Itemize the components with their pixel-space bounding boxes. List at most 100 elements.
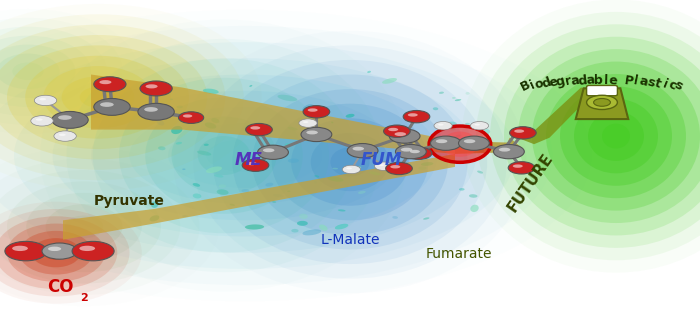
- Ellipse shape: [291, 229, 299, 233]
- Ellipse shape: [193, 45, 507, 279]
- Ellipse shape: [560, 87, 672, 186]
- Ellipse shape: [150, 215, 160, 221]
- Ellipse shape: [410, 150, 420, 153]
- Ellipse shape: [25, 56, 171, 139]
- Ellipse shape: [287, 191, 290, 192]
- Ellipse shape: [211, 118, 219, 123]
- Ellipse shape: [455, 99, 461, 101]
- Ellipse shape: [182, 168, 186, 170]
- Ellipse shape: [258, 145, 288, 159]
- Text: a: a: [570, 74, 580, 88]
- Ellipse shape: [288, 158, 299, 163]
- Ellipse shape: [178, 112, 204, 123]
- Ellipse shape: [436, 155, 442, 159]
- Ellipse shape: [52, 111, 88, 128]
- Ellipse shape: [43, 246, 69, 260]
- Text: d: d: [540, 76, 552, 91]
- Ellipse shape: [246, 201, 251, 204]
- Ellipse shape: [311, 133, 389, 191]
- Ellipse shape: [280, 146, 288, 149]
- Ellipse shape: [176, 106, 183, 108]
- Ellipse shape: [151, 201, 158, 208]
- Ellipse shape: [0, 25, 225, 170]
- Ellipse shape: [391, 165, 400, 168]
- Ellipse shape: [272, 201, 276, 203]
- Ellipse shape: [465, 123, 470, 125]
- Ellipse shape: [382, 78, 397, 84]
- Ellipse shape: [58, 115, 71, 120]
- Ellipse shape: [347, 144, 378, 158]
- Ellipse shape: [176, 142, 182, 145]
- Ellipse shape: [302, 229, 321, 235]
- Ellipse shape: [459, 188, 465, 191]
- Text: a: a: [638, 75, 649, 89]
- Ellipse shape: [0, 27, 106, 116]
- Ellipse shape: [170, 98, 173, 100]
- Ellipse shape: [144, 107, 158, 112]
- Ellipse shape: [277, 95, 297, 101]
- Ellipse shape: [335, 224, 349, 229]
- Ellipse shape: [434, 122, 452, 130]
- Ellipse shape: [206, 167, 222, 173]
- Ellipse shape: [193, 183, 200, 187]
- Ellipse shape: [455, 134, 461, 138]
- Ellipse shape: [458, 136, 489, 150]
- Text: 2: 2: [80, 293, 88, 303]
- Text: B: B: [518, 78, 533, 94]
- Ellipse shape: [307, 131, 318, 134]
- Ellipse shape: [214, 174, 223, 178]
- Ellipse shape: [338, 209, 346, 212]
- Ellipse shape: [34, 95, 57, 106]
- Text: Fumarate: Fumarate: [426, 247, 491, 261]
- Ellipse shape: [263, 148, 274, 152]
- Text: i: i: [661, 77, 669, 91]
- Ellipse shape: [403, 110, 430, 123]
- Ellipse shape: [251, 126, 260, 130]
- Ellipse shape: [449, 128, 456, 130]
- Ellipse shape: [452, 97, 456, 99]
- Ellipse shape: [183, 114, 193, 118]
- Ellipse shape: [477, 170, 483, 174]
- Ellipse shape: [7, 181, 161, 272]
- Text: t: t: [653, 76, 663, 90]
- Ellipse shape: [285, 143, 291, 146]
- Text: a: a: [586, 74, 595, 87]
- Ellipse shape: [272, 104, 428, 220]
- Ellipse shape: [588, 111, 644, 161]
- Ellipse shape: [43, 66, 153, 128]
- Ellipse shape: [243, 153, 254, 161]
- Ellipse shape: [428, 125, 491, 163]
- Ellipse shape: [232, 75, 468, 249]
- Ellipse shape: [265, 183, 273, 187]
- Ellipse shape: [328, 177, 344, 182]
- Ellipse shape: [152, 93, 158, 96]
- Ellipse shape: [205, 122, 216, 129]
- Ellipse shape: [447, 122, 457, 126]
- Ellipse shape: [395, 145, 426, 159]
- Ellipse shape: [64, 215, 104, 238]
- Text: l: l: [603, 74, 608, 87]
- Ellipse shape: [146, 84, 158, 88]
- Ellipse shape: [172, 117, 276, 194]
- Ellipse shape: [48, 247, 61, 251]
- Ellipse shape: [354, 167, 361, 170]
- Ellipse shape: [513, 164, 523, 168]
- Text: d: d: [578, 74, 588, 87]
- Ellipse shape: [319, 225, 328, 231]
- Text: FUTURE: FUTURE: [505, 151, 556, 215]
- Ellipse shape: [138, 103, 174, 120]
- Ellipse shape: [510, 127, 536, 139]
- Ellipse shape: [39, 98, 46, 100]
- Ellipse shape: [36, 118, 43, 121]
- Ellipse shape: [248, 122, 254, 126]
- Ellipse shape: [5, 241, 47, 261]
- Ellipse shape: [14, 58, 476, 253]
- Ellipse shape: [546, 74, 686, 198]
- Text: ME: ME: [234, 151, 262, 169]
- Ellipse shape: [140, 81, 172, 96]
- Ellipse shape: [358, 191, 365, 194]
- Ellipse shape: [303, 106, 330, 118]
- Ellipse shape: [42, 243, 77, 259]
- Ellipse shape: [54, 131, 76, 141]
- Ellipse shape: [246, 123, 272, 136]
